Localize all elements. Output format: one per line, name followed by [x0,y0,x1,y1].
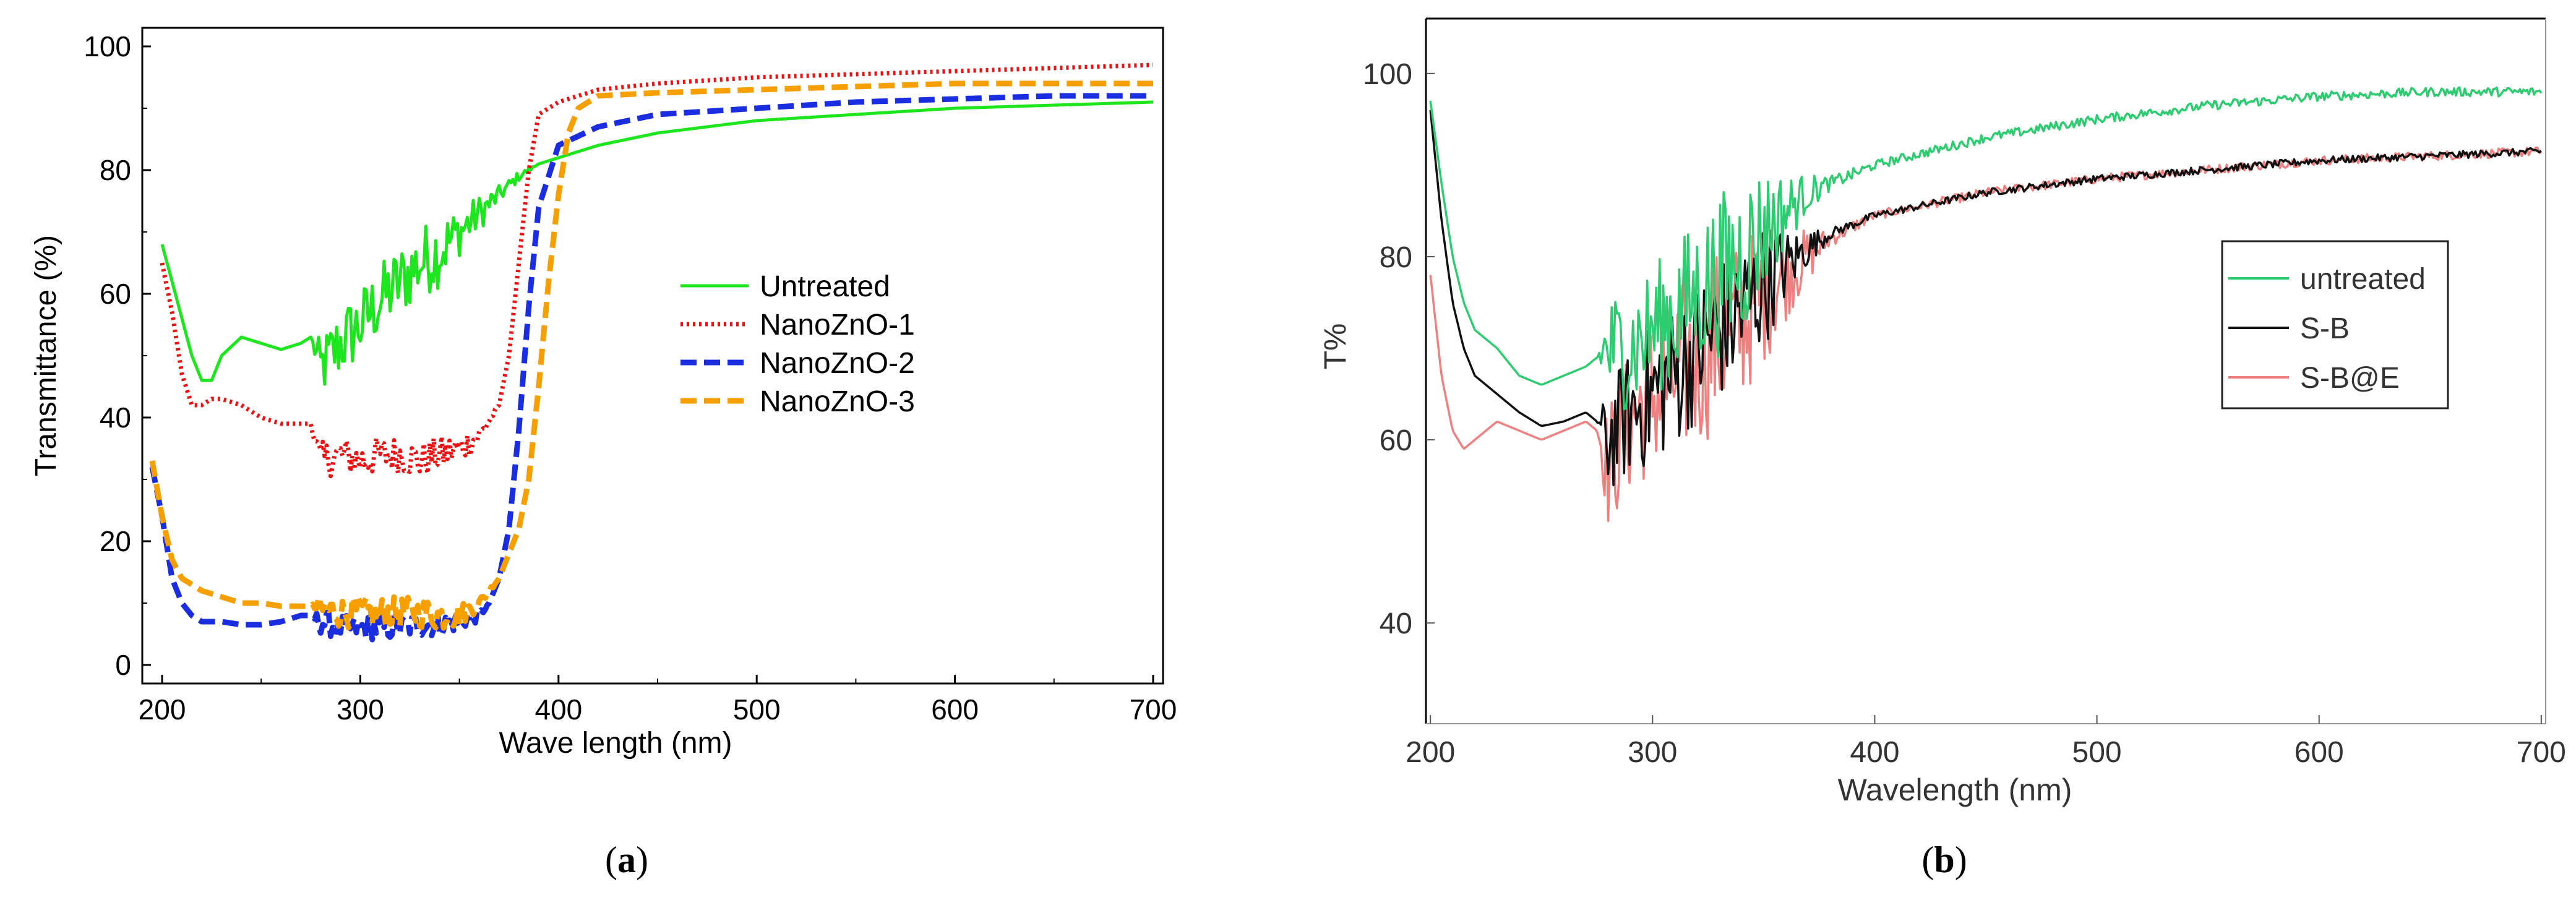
panel-a-legend-label: Untreated [760,270,890,303]
panel-a-y-tick-label: 100 [84,30,131,62]
panel-a-series-line-untreated [160,100,1154,386]
panel-b-legend: untreated S-B S-B@E [2221,240,2449,409]
panel-b-y-axis-label: T% [1318,324,1352,370]
panel-b-legend-label: S-B@E [2300,362,2400,395]
panel-a-caption: (a) [605,839,648,880]
panel-b-y-tick-label: 80 [1380,241,1412,274]
panel-b-legend-box [2221,240,2449,409]
panel-b-series-line-untreated [1429,86,2543,411]
panel-b-series-line-s-b [1429,109,2542,487]
panel-b-x-tick-label: 400 [1850,736,1899,769]
panel-a-x-tick-label: 200 [139,693,186,726]
panel-a-y-tick-label: 0 [115,649,131,681]
panel-a-legend-label: NanoZnO-2 [760,347,915,380]
panel-a-ticks: 200 300 400 500 600 700 0 20 40 60 80 100 [84,30,1177,726]
panel-b-x-tick-label: 600 [2295,736,2344,769]
panel-a-x-tick-label: 600 [931,693,979,726]
panel-a-chart: 200 300 400 500 600 700 0 20 40 60 80 100 Wave leng… [30,27,1177,880]
panel-a-series-line-nanozno-2 [149,93,1154,643]
panel-a-y-tick-label: 40 [100,401,131,434]
panel-a-x-axis-label: Wave length (nm) [499,727,732,760]
panel-b-x-tick-label: 200 [1406,736,1455,769]
panel-b-ticks: 200 300 400 500 600 700 40 60 80 100 [1363,58,2566,769]
panel-a-x-tick-label: 500 [733,693,781,726]
panel-a-series-line-nanozno-3 [149,80,1154,631]
panel-b-caption: (b) [1921,839,1967,880]
panel-b-plot-frame [1425,17,2546,724]
panel-a-y-tick-label: 20 [100,525,131,557]
panel-a-legend-label: NanoZnO-1 [760,309,915,341]
panel-b-x-axis-label: Wavelength (nm) [1838,773,2072,807]
panel-b-y-tick-label: 60 [1380,424,1412,457]
panel-b-x-tick-label: 300 [1628,736,1677,769]
panel-a-legend: Untreated NanoZnO-1 NanoZnO-2 NanoZnO-3 [680,270,915,418]
panel-a-x-tick-label: 400 [535,693,582,726]
panel-a-x-tick-label: 300 [337,693,384,726]
panel-b-y-tick-label: 100 [1363,58,1412,91]
panel-a-x-tick-label: 700 [1130,693,1177,726]
panel-b-chart: 200 300 400 500 600 700 40 60 80 100 Wavelength (… [1318,17,2566,880]
panel-a-series-layer [149,62,1154,643]
panel-a-series-line-nanozno-1 [160,62,1154,479]
panel-b-x-tick-label: 700 [2517,736,2566,769]
panel-a-y-tick-label: 60 [100,278,131,310]
panel-b-series-layer [1429,86,2543,522]
panel-a-plot-frame [141,27,1164,685]
panel-b-legend-label: S-B [2300,312,2350,345]
panel-b-y-tick-label: 40 [1380,607,1412,640]
panel-b-legend-label: untreated [2300,263,2426,296]
panel-a-y-axis-label: Transmittance (%) [30,235,62,476]
panel-a-legend-label: NanoZnO-3 [760,385,915,418]
panel-a-y-tick-label: 80 [100,154,131,186]
panel-b-x-tick-label: 500 [2072,736,2122,769]
